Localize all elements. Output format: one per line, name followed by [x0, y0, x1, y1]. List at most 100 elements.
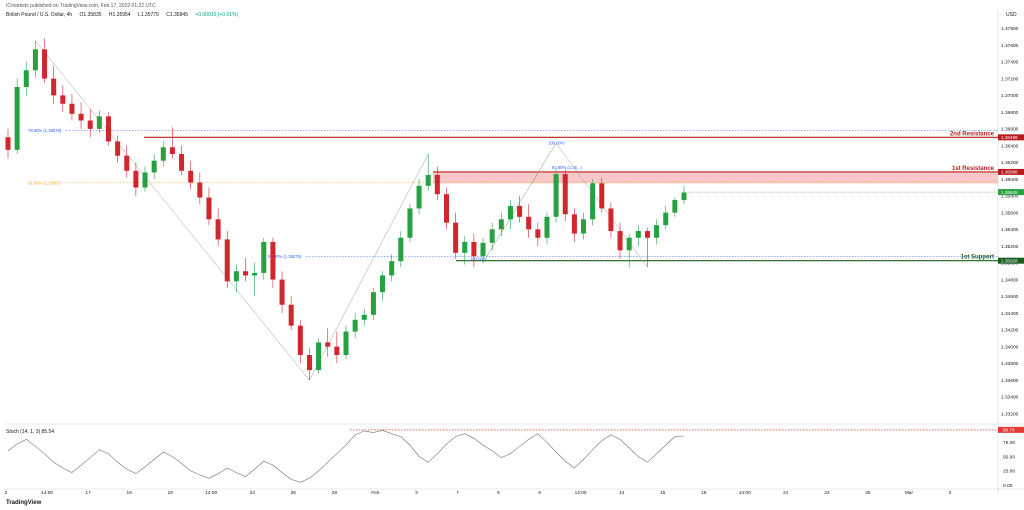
candle-body: [151, 160, 157, 173]
candle-body: [599, 183, 605, 209]
candle-body: [105, 116, 111, 142]
candle-body: [535, 229, 541, 238]
fib-label: 61.80% (1.35957): [28, 180, 62, 185]
candle-body: [215, 219, 221, 240]
candle-body: [325, 342, 331, 347]
ohlc-high: H1.35954: [108, 12, 131, 18]
candle-body: [142, 172, 148, 188]
level-label: 2nd Resistance: [950, 131, 995, 137]
y-tick-label: 1.36600: [1001, 127, 1019, 133]
x-tick-label: 23: [824, 490, 830, 496]
x-tick-label: 24: [250, 490, 256, 496]
candle-body: [416, 185, 422, 209]
y-tick-label: 1.33600: [1001, 378, 1019, 384]
candle-body: [626, 237, 632, 251]
candle-body: [352, 319, 358, 332]
x-tick-label: 25: [865, 490, 871, 496]
y-tick-label: 1.35200: [1001, 244, 1019, 250]
stoch-tick-label: 50.00: [1003, 454, 1015, 460]
y-tick-label: 1.37600: [1001, 43, 1019, 49]
tradingview-brand: TradingView: [6, 500, 42, 506]
x-tick-label: 7: [456, 490, 459, 496]
candle-body: [233, 271, 239, 282]
ohlc-change: +0.00010 (+0.01%): [195, 12, 239, 18]
candle-body: [361, 314, 367, 320]
x-tick-label: 9: [538, 490, 541, 496]
candle-body: [553, 174, 559, 217]
candle-body: [635, 231, 641, 238]
candle-body: [571, 214, 577, 234]
stoch-tick-label: 75.00: [1003, 440, 1015, 446]
candle-body: [51, 78, 57, 96]
x-tick-label: 26: [291, 490, 297, 496]
y-tick-label: 1.34200: [1001, 328, 1019, 334]
candle-body: [14, 87, 20, 150]
candle-body: [206, 197, 212, 220]
last-price-label: 1.35845: [1001, 190, 1018, 195]
candle-body: [544, 216, 550, 238]
x-tick-label: 15: [660, 490, 666, 496]
candle-body: [434, 174, 440, 195]
x-tick-label: Feb: [371, 490, 380, 496]
y-tick-label: 1.34800: [1001, 277, 1019, 283]
level-price-tag: [998, 134, 1024, 141]
candle-body: [380, 275, 386, 293]
candle-body: [306, 355, 312, 371]
candle-body: [407, 208, 413, 238]
candle-body: [498, 219, 504, 230]
x-tick-label: 14:00: [739, 490, 751, 496]
level-price-label: 1.36499: [1001, 135, 1018, 140]
candle-body: [160, 147, 166, 161]
level-price-tag: [998, 168, 1024, 175]
candle-body: [224, 239, 230, 282]
x-tick-label: 14:00: [575, 490, 587, 496]
level-label: 1st Support: [961, 255, 994, 261]
candle-body: [69, 103, 75, 114]
x-tick-label: 16: [701, 490, 707, 496]
x-tick-label: 14:00: [205, 490, 217, 496]
overbought-tag: [998, 426, 1024, 433]
x-tick-label: 14: [619, 490, 625, 496]
x-tick-label: 2: [5, 490, 8, 496]
symbol-name: British Pound / U.S. Dollar, 4h: [6, 12, 73, 18]
candle-body: [489, 229, 495, 243]
candle-body: [334, 346, 340, 355]
y-tick-label: 1.36400: [1001, 143, 1019, 149]
candle-body: [5, 137, 11, 150]
candle-body: [590, 183, 596, 220]
x-tick-label: 3: [415, 490, 418, 496]
y-tick-label: 1.35800: [1001, 194, 1019, 200]
candle-body: [471, 241, 477, 257]
y-tick-label: 1.37400: [1001, 60, 1019, 66]
candle-body: [526, 216, 532, 230]
y-tick-label: 1.36800: [1001, 110, 1019, 116]
x-tick-label: 21: [783, 490, 789, 496]
candle-body: [681, 192, 687, 201]
candle-body: [297, 325, 303, 355]
level-price-label: 1.35026: [1001, 258, 1018, 263]
stoch-line: [7, 429, 685, 483]
x-tick-label: 8: [497, 490, 500, 496]
currency-label: USD: [1006, 12, 1017, 18]
candle-body: [480, 242, 486, 257]
candle-body: [644, 231, 650, 238]
candle-body: [562, 174, 568, 215]
candle-body: [517, 205, 523, 217]
fib-label: 78.60% (1.36579): [28, 128, 62, 133]
y-tick-label: 1.33800: [1001, 361, 1019, 367]
fib-label: 100.00%: [470, 256, 487, 261]
candle-body: [23, 70, 29, 87]
candle-body: [179, 154, 185, 171]
y-tick-label: 1.34400: [1001, 311, 1019, 317]
candle-body: [169, 147, 175, 154]
candle-body: [261, 241, 267, 273]
candle-body: [654, 225, 660, 238]
y-tick-label: 1.33200: [1001, 411, 1019, 417]
candle-body: [581, 219, 587, 234]
candle-body: [243, 271, 249, 276]
y-tick-label: 1.37200: [1001, 76, 1019, 82]
x-tick-label: Mar: [905, 490, 914, 496]
ohlc-low: L1.35779: [137, 12, 159, 18]
candle-body: [443, 194, 449, 223]
